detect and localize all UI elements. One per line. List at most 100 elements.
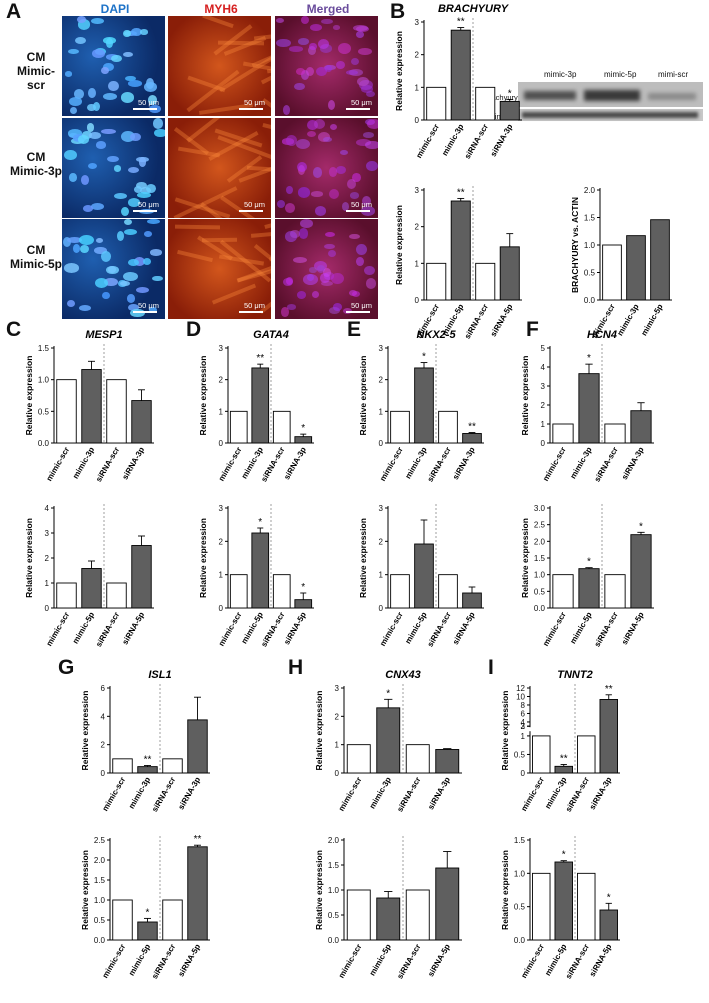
nucleus — [117, 231, 125, 242]
chart-title: MESP1 — [85, 329, 122, 341]
panel-letter-f: F — [526, 318, 539, 341]
bar-siRNA-scr — [272, 574, 291, 609]
y-tick-label: 0 — [541, 439, 546, 448]
x-tick-label: mimic-scr — [337, 776, 364, 813]
band-label-brachyury: Brachyury — [484, 93, 518, 102]
x-tick-label: siRNA-5p — [489, 302, 515, 338]
nucleus — [356, 256, 364, 266]
y-tick-label: 0.0 — [328, 936, 340, 945]
bar-siRNA-5p — [435, 867, 460, 941]
y-axis-label: Relative expression — [358, 356, 368, 436]
nucleus — [284, 231, 297, 242]
nucleus — [89, 132, 101, 140]
bar-mimic-3p — [137, 766, 158, 774]
nucleus — [323, 268, 332, 278]
column-header-myh6: MYH6 — [204, 2, 238, 16]
nucleus — [88, 87, 97, 99]
x-tick-label: mimic-scr — [378, 446, 405, 483]
x-tick-label: mimic-3p — [568, 445, 593, 480]
x-tick-label: mimic-3p — [71, 445, 96, 480]
nucleus — [138, 156, 147, 167]
chart-title: HCN4 — [587, 329, 617, 341]
chart-E: 0 1 2 3 Relative expression NKX2-5 mimic-scr * m… — [358, 329, 484, 484]
nucleus — [324, 243, 336, 250]
nucleus — [329, 167, 337, 177]
significance-mark: * — [301, 423, 305, 434]
nucleus — [146, 184, 157, 194]
significance-mark: ** — [256, 353, 264, 364]
bar-mimic-3p — [414, 367, 434, 444]
nucleus — [146, 219, 160, 225]
scale-bar — [346, 311, 370, 313]
y-axis-label: Relative expression — [500, 691, 510, 771]
significance-mark: ** — [194, 834, 202, 845]
y-tick-label: 0.0 — [38, 439, 50, 448]
nucleus — [364, 265, 376, 276]
x-tick-label: siRNA-3p — [451, 445, 477, 481]
y-tick-label: 1 — [335, 741, 340, 750]
scale-bar — [239, 108, 263, 110]
chart-F2: 0.0 0.5 1.0 1.5 2.0 2.5 3.0 Relative expression… — [520, 504, 654, 649]
x-tick-label: mimic-3p — [368, 775, 393, 810]
nucleus — [312, 291, 320, 298]
bar-siRNA-scr — [162, 758, 183, 774]
y-tick-label: 3 — [415, 18, 420, 27]
bar-mimic-scr — [390, 574, 410, 609]
nucleus — [128, 198, 141, 208]
western-blot: mimic-3p mimic-5p mimi-scr Brachyury Act… — [484, 70, 708, 126]
y-axis-label: Relative expression — [198, 356, 208, 436]
nucleus — [310, 24, 323, 32]
nucleus — [355, 244, 367, 256]
bar-mimic-5p — [414, 543, 434, 609]
y-axis-label: Relative expression — [394, 205, 404, 285]
nucleus — [104, 277, 118, 287]
bar-mimic-3p — [578, 373, 600, 444]
nucleus — [324, 232, 335, 238]
bar-mimic-5p — [81, 568, 102, 609]
chart-I2: 0.0 0.5 1.0 1.5 Relative expression mimic-scr… — [500, 836, 620, 981]
y-tick-label: 2.0 — [94, 856, 106, 865]
panel-letter-d: D — [186, 318, 202, 341]
bar-siRNA-scr — [405, 744, 430, 774]
bar-mimic-5p — [554, 861, 573, 941]
nucleus — [313, 119, 326, 130]
row-label-mimic-5p: CM Mimic-5p — [10, 243, 62, 271]
x-tick-label: siRNA-3p — [120, 445, 146, 481]
x-tick-label: mimic-3p — [403, 445, 428, 480]
nucleus — [62, 236, 71, 248]
nucleus — [96, 238, 104, 244]
significance-mark: * — [508, 88, 512, 99]
nucleus — [297, 187, 310, 198]
scale-bar — [346, 210, 370, 212]
significance-mark: * — [146, 907, 150, 918]
nucleus — [316, 265, 326, 274]
y-axis-label: Relative expression — [314, 691, 324, 771]
y-tick-label: 0.5 — [38, 407, 50, 416]
nucleus — [107, 155, 120, 163]
scale-bar-label: 50 μm — [138, 98, 159, 107]
nucleus — [137, 191, 151, 198]
nucleus — [73, 88, 85, 100]
bar-siRNA-scr — [438, 410, 458, 444]
nucleus — [314, 205, 326, 216]
x-tick-label: siRNA-scr — [395, 943, 422, 981]
nucleus — [64, 263, 80, 273]
nucleus — [127, 167, 140, 174]
nucleus — [152, 275, 163, 282]
y-tick-label: 0.0 — [584, 296, 596, 305]
scale-bar-label: 50 μm — [244, 200, 265, 209]
nucleus — [350, 58, 359, 66]
y-tick-label: 3 — [379, 504, 384, 513]
y-axis-label: Relative expression — [358, 518, 368, 598]
bar-mimic-scr — [229, 574, 248, 609]
bar-siRNA-scr — [475, 86, 496, 121]
y-tick-label: 0.5 — [534, 587, 546, 596]
nucleus — [345, 69, 359, 75]
bar-mimic-scr — [602, 244, 622, 301]
nucleus — [281, 307, 289, 317]
y-tick-label: 2 — [379, 537, 384, 546]
y-tick-label: 6 — [101, 684, 106, 693]
bar-mimic-scr — [346, 889, 371, 941]
panel-letter-a: A — [6, 0, 22, 23]
